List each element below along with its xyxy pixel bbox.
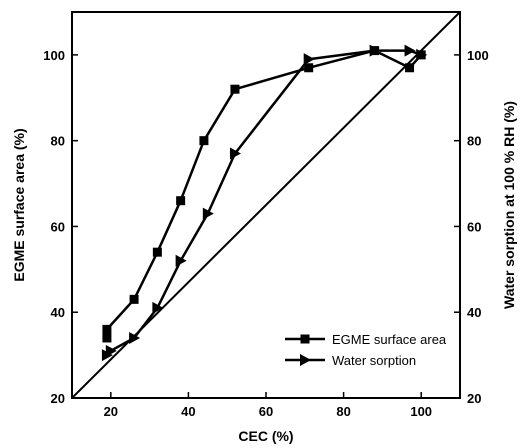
x-tick-label: 40 — [181, 404, 195, 419]
series-1-point — [202, 207, 214, 220]
series-0-point — [230, 84, 240, 94]
series-1-point — [105, 344, 117, 357]
series-0-point — [129, 294, 139, 304]
y-right-tick-label: 100 — [467, 48, 489, 63]
legend-marker-1 — [300, 354, 311, 366]
series-0-point — [102, 333, 112, 343]
series-0-point — [199, 136, 209, 146]
y-right-axis-title: Water sorption at 100 % RH (%) — [501, 101, 517, 309]
series-1-point — [229, 147, 241, 160]
x-tick-label: 80 — [336, 404, 350, 419]
series-1-point — [404, 44, 416, 57]
y-left-tick-label: 80 — [51, 134, 65, 149]
series-0-point — [152, 247, 162, 257]
y-left-tick-label: 100 — [43, 48, 65, 63]
y-left-axis-title: EGME surface area (%) — [11, 128, 27, 281]
series-1-point — [303, 53, 315, 66]
legend-label-0: EGME surface area — [332, 332, 447, 347]
series-1-point — [152, 301, 164, 314]
y-right-tick-label: 80 — [467, 134, 481, 149]
y-right-tick-label: 60 — [467, 219, 481, 234]
y-left-tick-label: 20 — [51, 391, 65, 406]
series-1-point — [129, 331, 141, 344]
series-1-point — [369, 44, 381, 57]
series-0-point — [102, 324, 112, 334]
series-line-0 — [105, 49, 423, 338]
series-0-point — [176, 196, 186, 206]
series-0-point — [304, 63, 314, 73]
series-0-point — [405, 63, 415, 73]
legend-label-1: Water sorption — [332, 353, 416, 368]
y-left-tick-label: 60 — [51, 219, 65, 234]
x-tick-label: 100 — [410, 404, 432, 419]
x-tick-label: 60 — [259, 404, 273, 419]
legend-marker-0 — [300, 334, 310, 344]
series-1-point — [416, 48, 428, 61]
y-right-tick-label: 20 — [467, 391, 481, 406]
x-tick-label: 20 — [104, 404, 118, 419]
series-1-point — [175, 254, 187, 267]
x-axis-title: CEC (%) — [238, 428, 293, 444]
y-right-tick-label: 40 — [467, 305, 481, 320]
y-left-tick-label: 40 — [51, 305, 65, 320]
